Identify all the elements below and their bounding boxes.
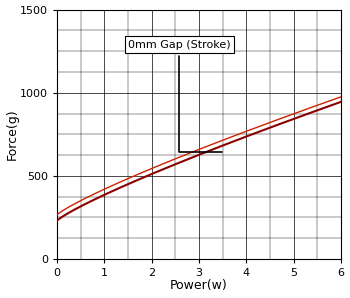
X-axis label: Power(w): Power(w) — [170, 280, 228, 292]
Text: 0mm Gap (Stroke): 0mm Gap (Stroke) — [128, 40, 231, 152]
Y-axis label: Force(g): Force(g) — [6, 108, 19, 160]
